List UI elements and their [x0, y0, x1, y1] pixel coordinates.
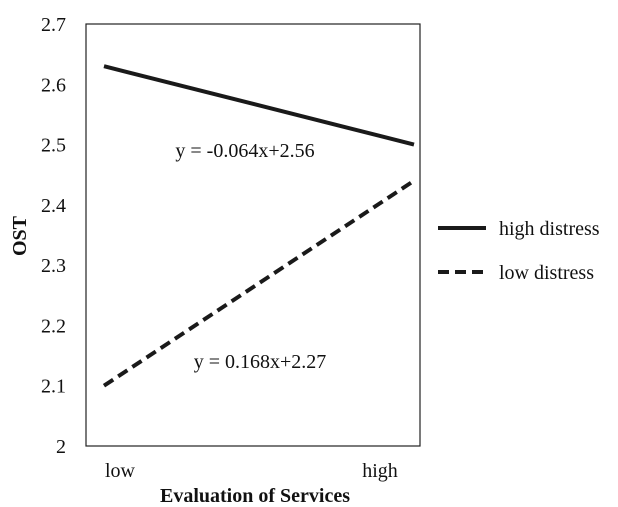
plot-frame	[85, 23, 421, 447]
x-axis-title: Evaluation of Services	[160, 485, 350, 507]
y-tick-label: 2.4	[41, 195, 66, 217]
y-axis-ticks: 2 2.1 2.2 2.3 2.4 2.5 2.6 2.7	[41, 14, 66, 458]
y-tick-label: 2.7	[41, 14, 66, 36]
y-axis-title: OST	[9, 215, 31, 256]
y-tick-label: 2	[56, 436, 66, 458]
legend-label: low distress	[499, 262, 594, 284]
y-tick-label: 2.5	[41, 135, 66, 157]
y-tick-label: 2.6	[41, 74, 66, 96]
x-tick-label: low	[105, 460, 136, 482]
x-tick-label: high	[362, 460, 398, 482]
y-tick-label: 2.3	[41, 255, 66, 277]
equation-label: y = -0.064x+2.56	[175, 140, 314, 162]
legend: high distress low distress	[438, 218, 600, 284]
series-line-low-distress	[102, 179, 416, 388]
legend-label: high distress	[499, 218, 600, 240]
y-tick-label: 2.2	[41, 315, 66, 337]
x-axis-ticks: low high	[105, 460, 398, 482]
equation-label: y = 0.168x+2.27	[194, 351, 327, 373]
y-tick-label: 2.1	[41, 376, 66, 398]
equation-labels: y = -0.064x+2.56 y = 0.168x+2.27	[175, 140, 326, 373]
series-line-high-distress	[103, 64, 415, 147]
series-lines	[102, 64, 416, 388]
